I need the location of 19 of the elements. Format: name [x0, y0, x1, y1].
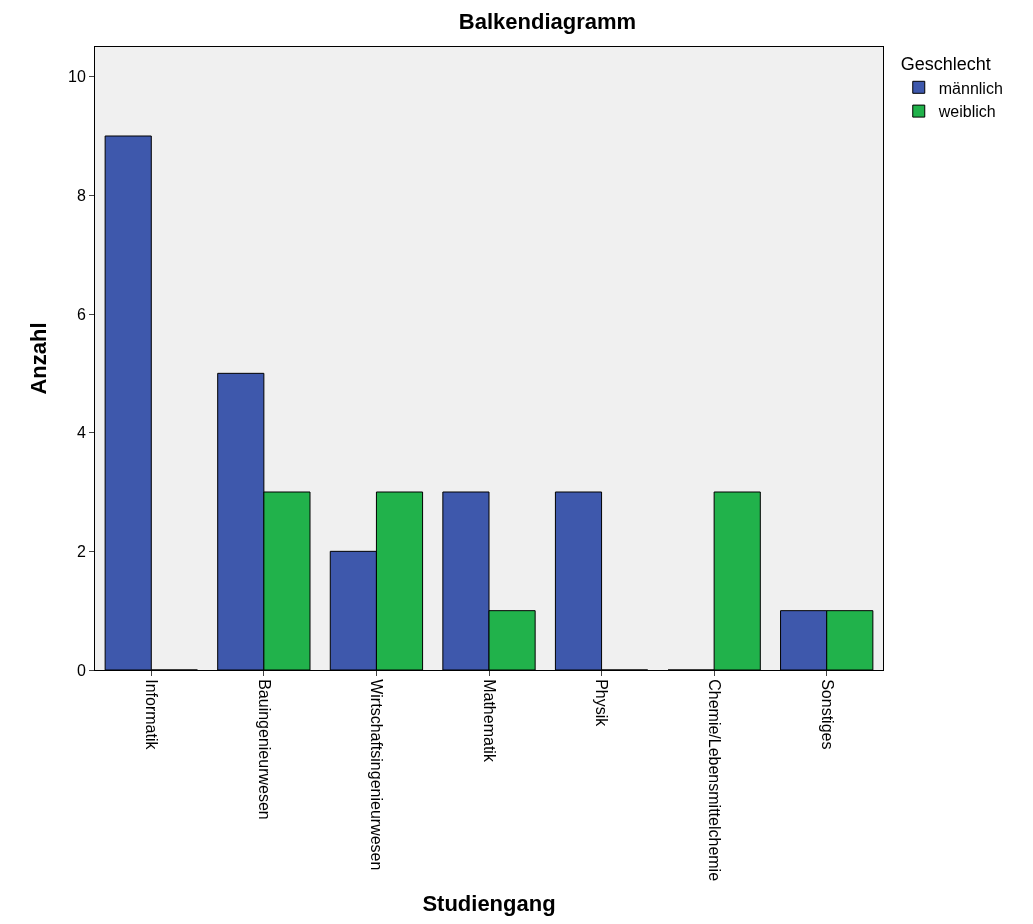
x-axis-title: Studiengang — [422, 891, 556, 917]
chart-title: Balkendiagramm — [458, 9, 637, 35]
y-tick-label: 8 — [76, 186, 86, 204]
y-tick-label: 2 — [76, 542, 86, 560]
x-tick-label: Wirtschaftsingenieurwesen — [368, 679, 386, 871]
x-tick-label: Mathematik — [480, 679, 498, 763]
y-axis-title: Anzahl — [25, 322, 51, 395]
x-tick-label: Sonstiges — [818, 679, 836, 750]
legend-title: Geschlecht — [900, 54, 991, 75]
x-tick-label: Informatik — [143, 679, 161, 751]
y-tick-label: 10 — [68, 68, 86, 86]
y-tick-label: 0 — [76, 661, 86, 679]
x-tick-label: Physik — [593, 679, 611, 728]
x-tick-label: Bauingenieurwesen — [255, 679, 273, 820]
legend-label: männlich — [938, 79, 1003, 97]
y-tick-label: 6 — [76, 305, 86, 323]
legend-label: weiblich — [937, 103, 996, 121]
y-tick-label: 4 — [76, 424, 86, 442]
x-tick-label: Chemie/Lebensmittelchemie — [705, 679, 723, 882]
